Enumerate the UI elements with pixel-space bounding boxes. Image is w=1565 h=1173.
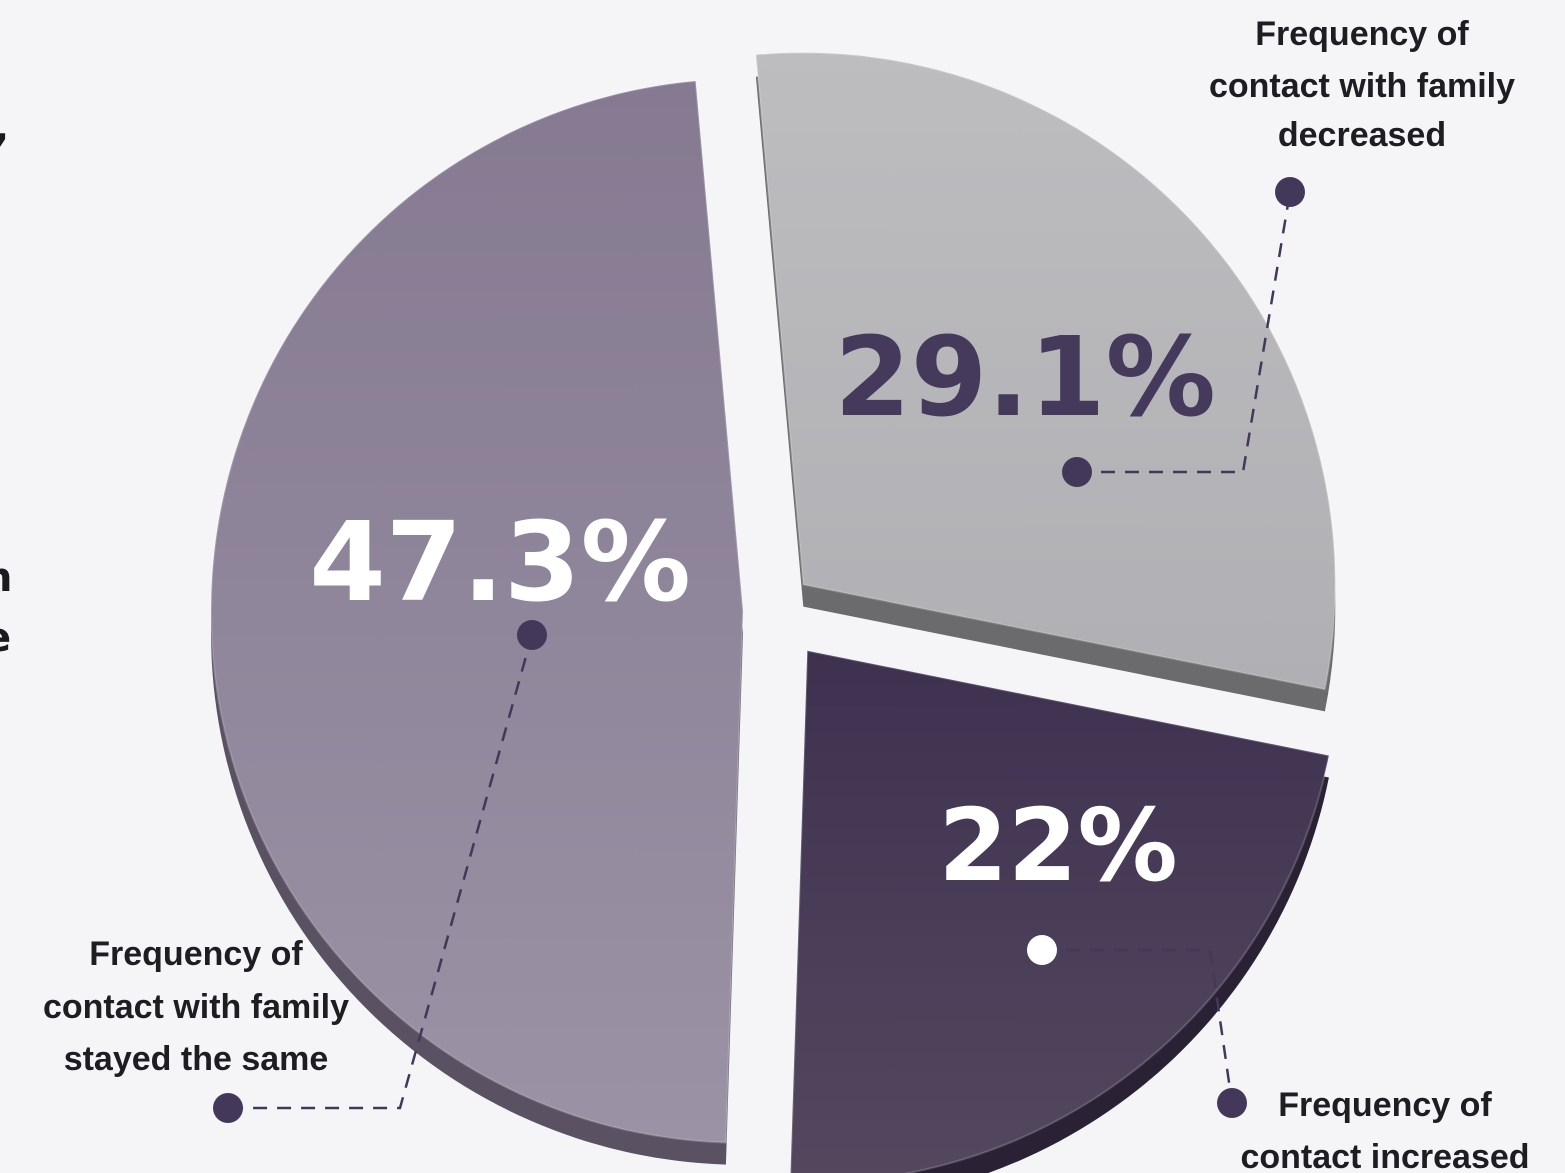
caption-decreased-line-3: decreased — [1278, 116, 1446, 154]
data-label-increased: 22% — [938, 787, 1177, 904]
leader-dot-end-increased — [1217, 1088, 1247, 1118]
leader-dot-end-decreased — [1275, 177, 1305, 207]
data-label-same: 47.3% — [309, 498, 691, 626]
caption-same-line-1: Frequency of — [89, 935, 303, 973]
pie-slice-same — [210, 79, 745, 1144]
caption-increased-line-1: Frequency of — [1278, 1086, 1492, 1124]
leader-dot-start-increased — [1027, 935, 1057, 965]
leader-dot-start-decreased — [1062, 457, 1092, 487]
caption-same-line-3: stayed the same — [64, 1040, 329, 1078]
cropped-text-n: n — [0, 558, 12, 598]
leader-line-increased — [1042, 948, 1234, 1104]
cropped-text-e: e — [0, 618, 11, 658]
leader-line-same — [228, 634, 534, 1110]
caption-decreased-line-1: Frequency of — [1255, 15, 1469, 53]
caption-increased-line-2: contact increased — [1240, 1138, 1529, 1173]
caption-same-line-2: contact with family — [43, 988, 349, 1026]
cropped-text-comma: , — [0, 108, 9, 148]
leader-dot-end-same — [213, 1093, 243, 1123]
pie-slice-increased — [789, 649, 1331, 1173]
pie-slice-decreased — [754, 51, 1337, 691]
leader-line-decreased — [1077, 191, 1292, 474]
leader-dot-start-same — [517, 620, 547, 650]
caption-decreased-line-2: contact with family — [1209, 67, 1515, 105]
data-label-decreased: 29.1% — [834, 313, 1216, 441]
